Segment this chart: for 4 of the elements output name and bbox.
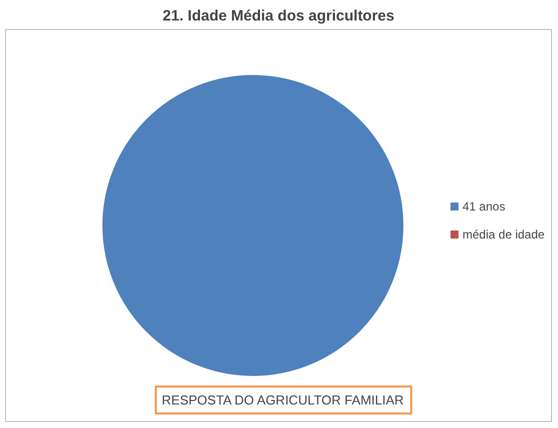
chart-title: 21. Idade Média dos agricultores	[162, 8, 394, 24]
legend-label: 41 anos	[462, 200, 506, 214]
text: RESPOSTA DO AGRICULTOR FAMILIAR	[162, 392, 404, 408]
legend-label: média de idade	[462, 228, 545, 242]
